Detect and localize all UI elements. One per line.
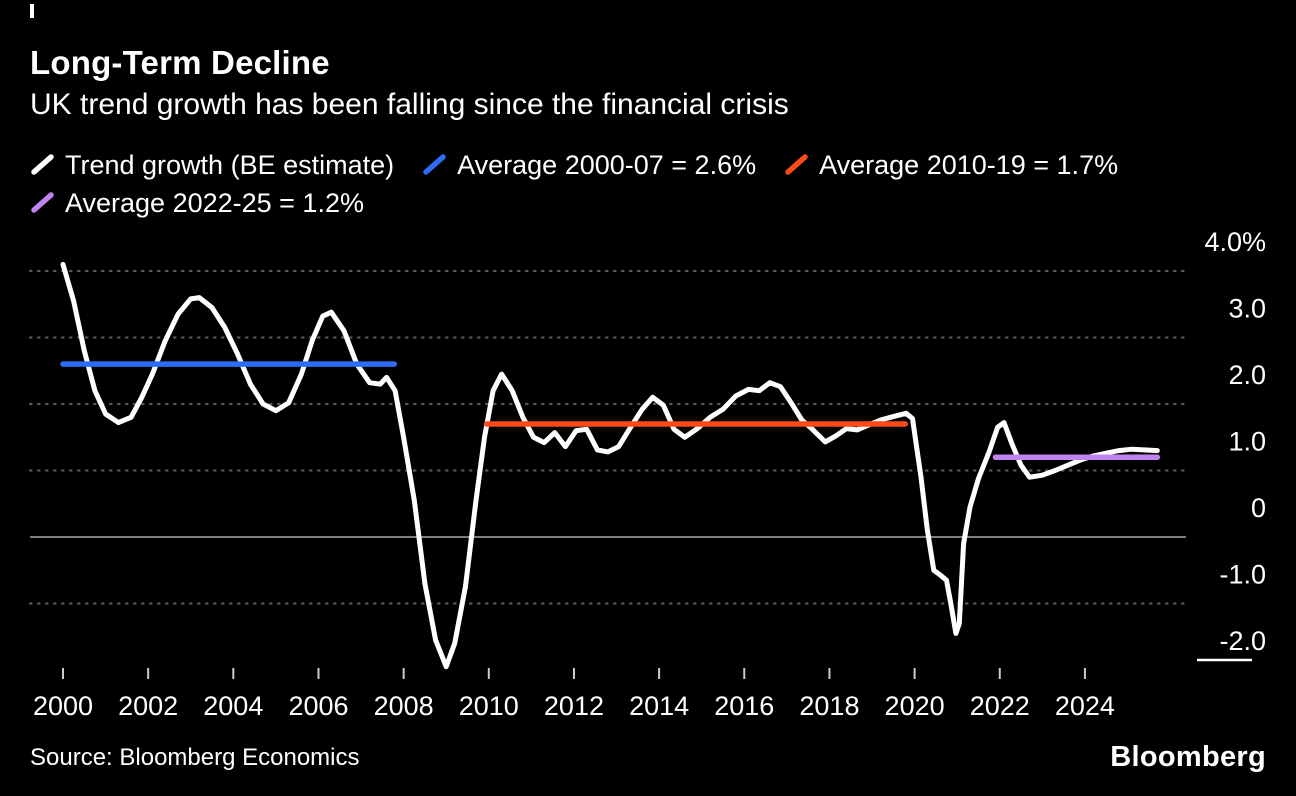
trend-growth-line-icon (31, 154, 54, 175)
average-2022-25-line-icon (31, 192, 54, 213)
bloomberg-logo: Bloomberg (1110, 741, 1266, 773)
x-axis-label: 2004 (203, 691, 263, 721)
legend-label-average-2000-07: Average 2000-07 = 2.6% (457, 150, 757, 180)
x-axis-label: 2024 (1055, 691, 1115, 721)
x-axis-label: 2018 (799, 691, 859, 721)
x-axis-label: 2008 (374, 691, 434, 721)
y-axis-label: 4.0% (1204, 227, 1266, 257)
corner-tick (30, 4, 34, 18)
y-axis-label: -1.0 (1219, 560, 1266, 590)
x-axis-label: 2010 (459, 691, 519, 721)
trend-growth-chart: 4.0% 3.0 2.0 1.0 0 -1.0 -2.0 2000 2002 2004 2006 20… (28, 227, 1266, 721)
x-axis-label: 2012 (544, 691, 604, 721)
y-axis-label: 0 (1251, 493, 1266, 523)
legend-label-trend-growth: Trend growth (BE estimate) (65, 150, 395, 180)
x-axis-label: 2014 (629, 691, 689, 721)
legend-item-trend-growth: Trend growth (BE estimate) (30, 149, 394, 181)
y-axis-label: 1.0 (1228, 427, 1266, 457)
x-axis-label: 2000 (33, 691, 93, 721)
y-axis-label: 3.0 (1228, 294, 1266, 324)
y-axis-label: 2.0 (1228, 360, 1266, 390)
legend-label-average-2022-25: Average 2022-25 = 1.2% (65, 188, 364, 218)
legend-item-average-2022-25: Average 2022-25 = 1.2% (30, 187, 364, 219)
trend-growth-line (60, 261, 1160, 670)
legend-label-average-2010-19: Average 2010-19 = 1.7% (819, 150, 1119, 180)
source-text: Source: Bloomberg Economics (30, 744, 360, 771)
chart-subtitle: UK trend growth has been falling since t… (30, 88, 789, 121)
average-2010-19-line-icon (785, 154, 808, 175)
chart-title: Long-Term Decline (30, 44, 330, 81)
x-axis-label: 2016 (714, 691, 774, 721)
x-axis-label: 2020 (885, 691, 945, 721)
y-axis-label: -2.0 (1219, 626, 1266, 656)
x-axis-label: 2022 (970, 691, 1030, 721)
legend: Trend growth (BE estimate) Average 2000-… (30, 149, 1270, 219)
legend-item-average-2010-19: Average 2010-19 = 1.7% (784, 149, 1118, 181)
average-2000-07-line-icon (423, 154, 446, 175)
x-axis-label: 2006 (288, 691, 348, 721)
x-axis-label: 2002 (118, 691, 178, 721)
legend-item-average-2000-07: Average 2000-07 = 2.6% (422, 149, 756, 181)
